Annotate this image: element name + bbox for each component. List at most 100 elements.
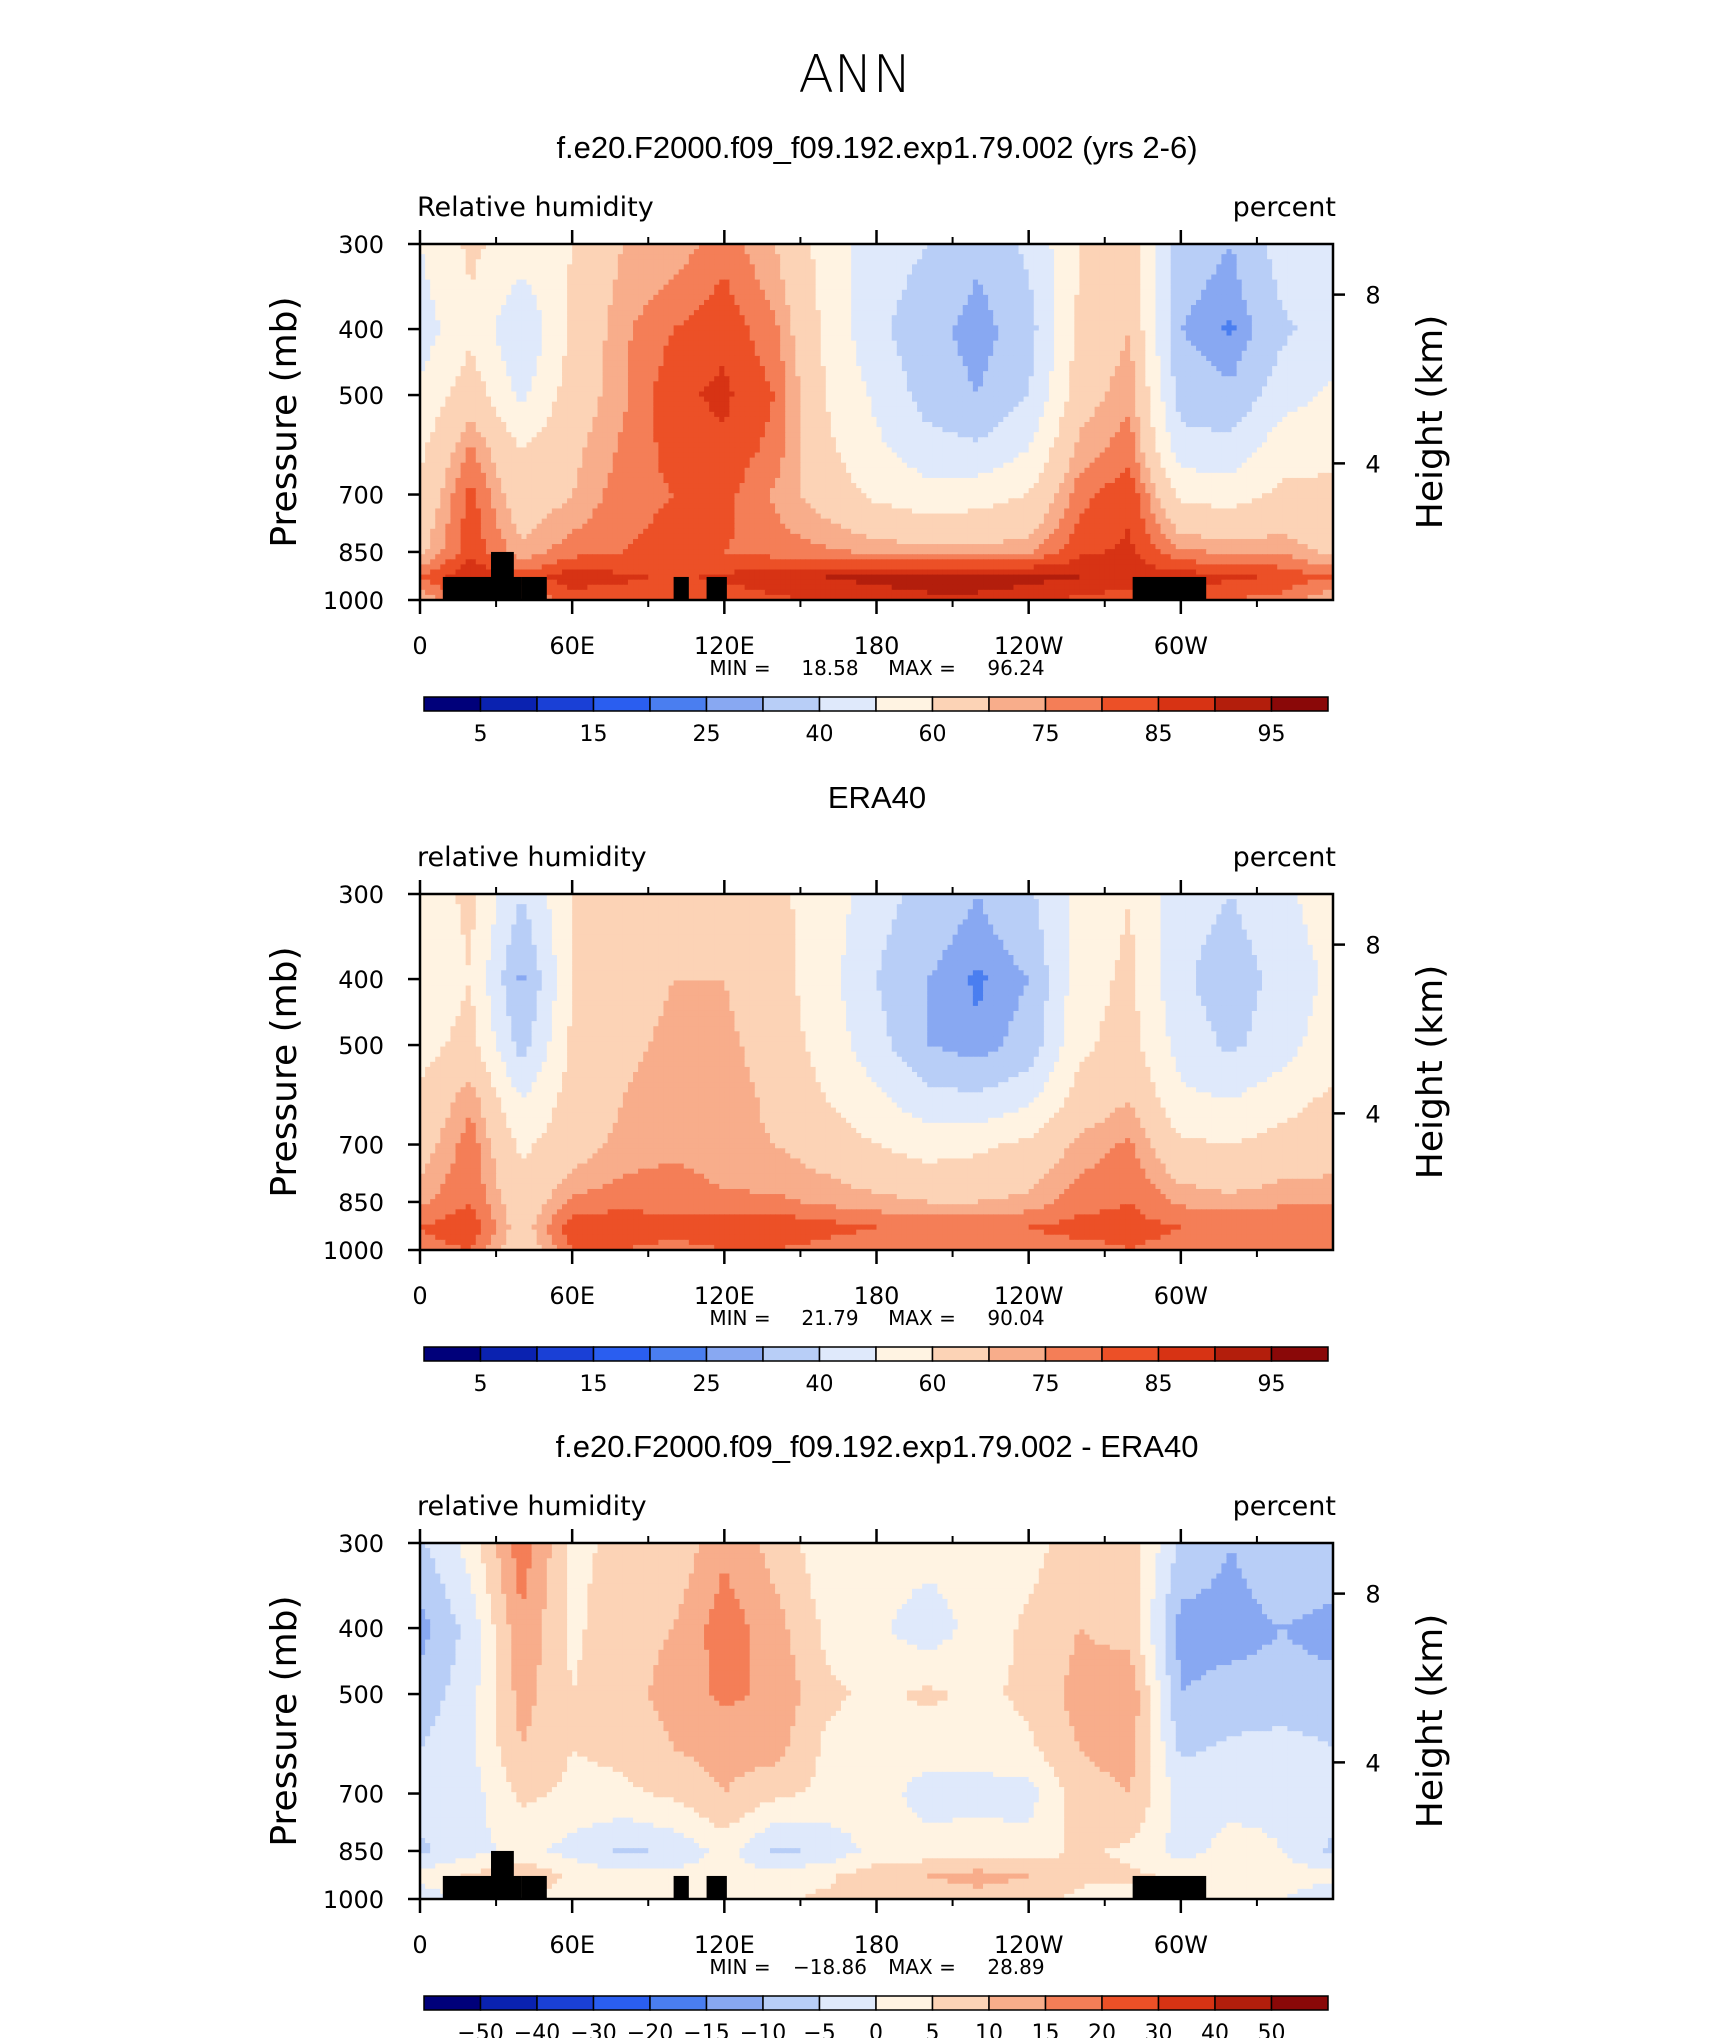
field-cell — [643, 275, 649, 281]
field-cell — [572, 371, 578, 377]
field-cell — [1130, 305, 1136, 311]
field-cell — [770, 341, 776, 347]
field-cell — [491, 351, 497, 357]
field-cell — [643, 254, 649, 260]
field-cell — [811, 280, 817, 286]
field-cell — [953, 381, 959, 387]
field-cell — [1313, 371, 1319, 377]
field-cell — [1110, 341, 1116, 347]
field-cell — [1105, 254, 1111, 260]
field-cell — [1166, 275, 1172, 281]
field-cell — [608, 336, 614, 342]
field-cell — [1252, 305, 1258, 311]
field-cell — [1003, 361, 1009, 367]
field-cell — [856, 366, 862, 372]
field-cell — [983, 290, 989, 296]
field-cell — [740, 341, 746, 347]
field-cell — [856, 381, 862, 387]
field-cell — [501, 381, 507, 387]
field-cell — [1095, 264, 1101, 270]
field-cell — [613, 275, 619, 281]
field-cell — [937, 351, 943, 357]
field-cell — [1084, 259, 1090, 265]
field-cell — [1318, 310, 1324, 316]
field-cell — [922, 346, 928, 352]
field-cell — [663, 280, 669, 286]
field-cell — [729, 361, 735, 367]
field-cell — [988, 295, 994, 301]
field-cell — [1064, 325, 1070, 331]
field-cell — [770, 356, 776, 362]
field-cell — [1110, 300, 1116, 306]
field-cell — [821, 280, 827, 286]
field-cell — [816, 280, 822, 286]
field-cell — [841, 356, 847, 362]
field-cell — [456, 366, 462, 372]
field-cell — [1303, 249, 1309, 255]
field-cell — [1039, 371, 1045, 377]
field-cell — [461, 361, 467, 367]
field-cell — [689, 305, 695, 311]
field-cell — [983, 356, 989, 362]
field-cell — [643, 285, 649, 291]
field-cell — [983, 325, 989, 331]
field-cell — [907, 376, 913, 382]
field-cell — [547, 361, 553, 367]
field-cell — [516, 275, 522, 281]
field-cell — [1303, 300, 1309, 306]
field-cell — [765, 300, 771, 306]
field-cell — [1171, 336, 1177, 342]
field-cell — [1252, 366, 1258, 372]
field-cell — [1196, 310, 1202, 316]
field-cell — [527, 366, 533, 372]
field-cell — [1303, 351, 1309, 357]
field-cell — [831, 259, 837, 265]
field-cell — [694, 290, 700, 296]
field-cell — [674, 325, 680, 331]
field-cell — [816, 320, 822, 326]
field-cell — [587, 346, 593, 352]
field-cell — [1176, 275, 1182, 281]
field-cell — [1110, 351, 1116, 357]
field-cell — [1181, 280, 1187, 286]
field-cell — [663, 381, 669, 387]
field-cell — [856, 341, 862, 347]
field-cell — [1252, 254, 1258, 260]
field-cell — [770, 275, 776, 281]
field-cell — [1191, 351, 1197, 357]
field-cell — [552, 336, 558, 342]
field-cell — [1029, 305, 1035, 311]
field-cell — [1145, 376, 1151, 382]
field-cell — [1135, 254, 1141, 260]
field-cell — [527, 361, 533, 367]
field-cell — [968, 249, 974, 255]
field-cell — [592, 264, 598, 270]
field-cell — [902, 336, 908, 342]
field-cell — [658, 371, 664, 377]
field-cell — [1155, 366, 1161, 372]
field-cell — [892, 290, 898, 296]
field-cell — [750, 325, 756, 331]
field-cell — [770, 254, 776, 260]
field-cell — [699, 290, 705, 296]
field-cell — [993, 249, 999, 255]
field-cell — [973, 290, 979, 296]
field-cell — [800, 259, 806, 265]
field-cell — [1013, 249, 1019, 255]
field-cell — [1003, 305, 1009, 311]
field-cell — [937, 295, 943, 301]
field-cell — [998, 290, 1004, 296]
field-cell — [953, 259, 959, 265]
field-cell — [1161, 336, 1167, 342]
field-cell — [1155, 305, 1161, 311]
field-cell — [663, 259, 669, 265]
field-cell — [826, 269, 832, 275]
field-cell — [562, 325, 568, 331]
field-cell — [1206, 330, 1212, 336]
field-cell — [846, 376, 852, 382]
field-cell — [491, 275, 497, 281]
field-cell — [425, 320, 431, 326]
field-cell — [724, 254, 730, 260]
field-cell — [1150, 371, 1156, 377]
field-cell — [709, 351, 715, 357]
